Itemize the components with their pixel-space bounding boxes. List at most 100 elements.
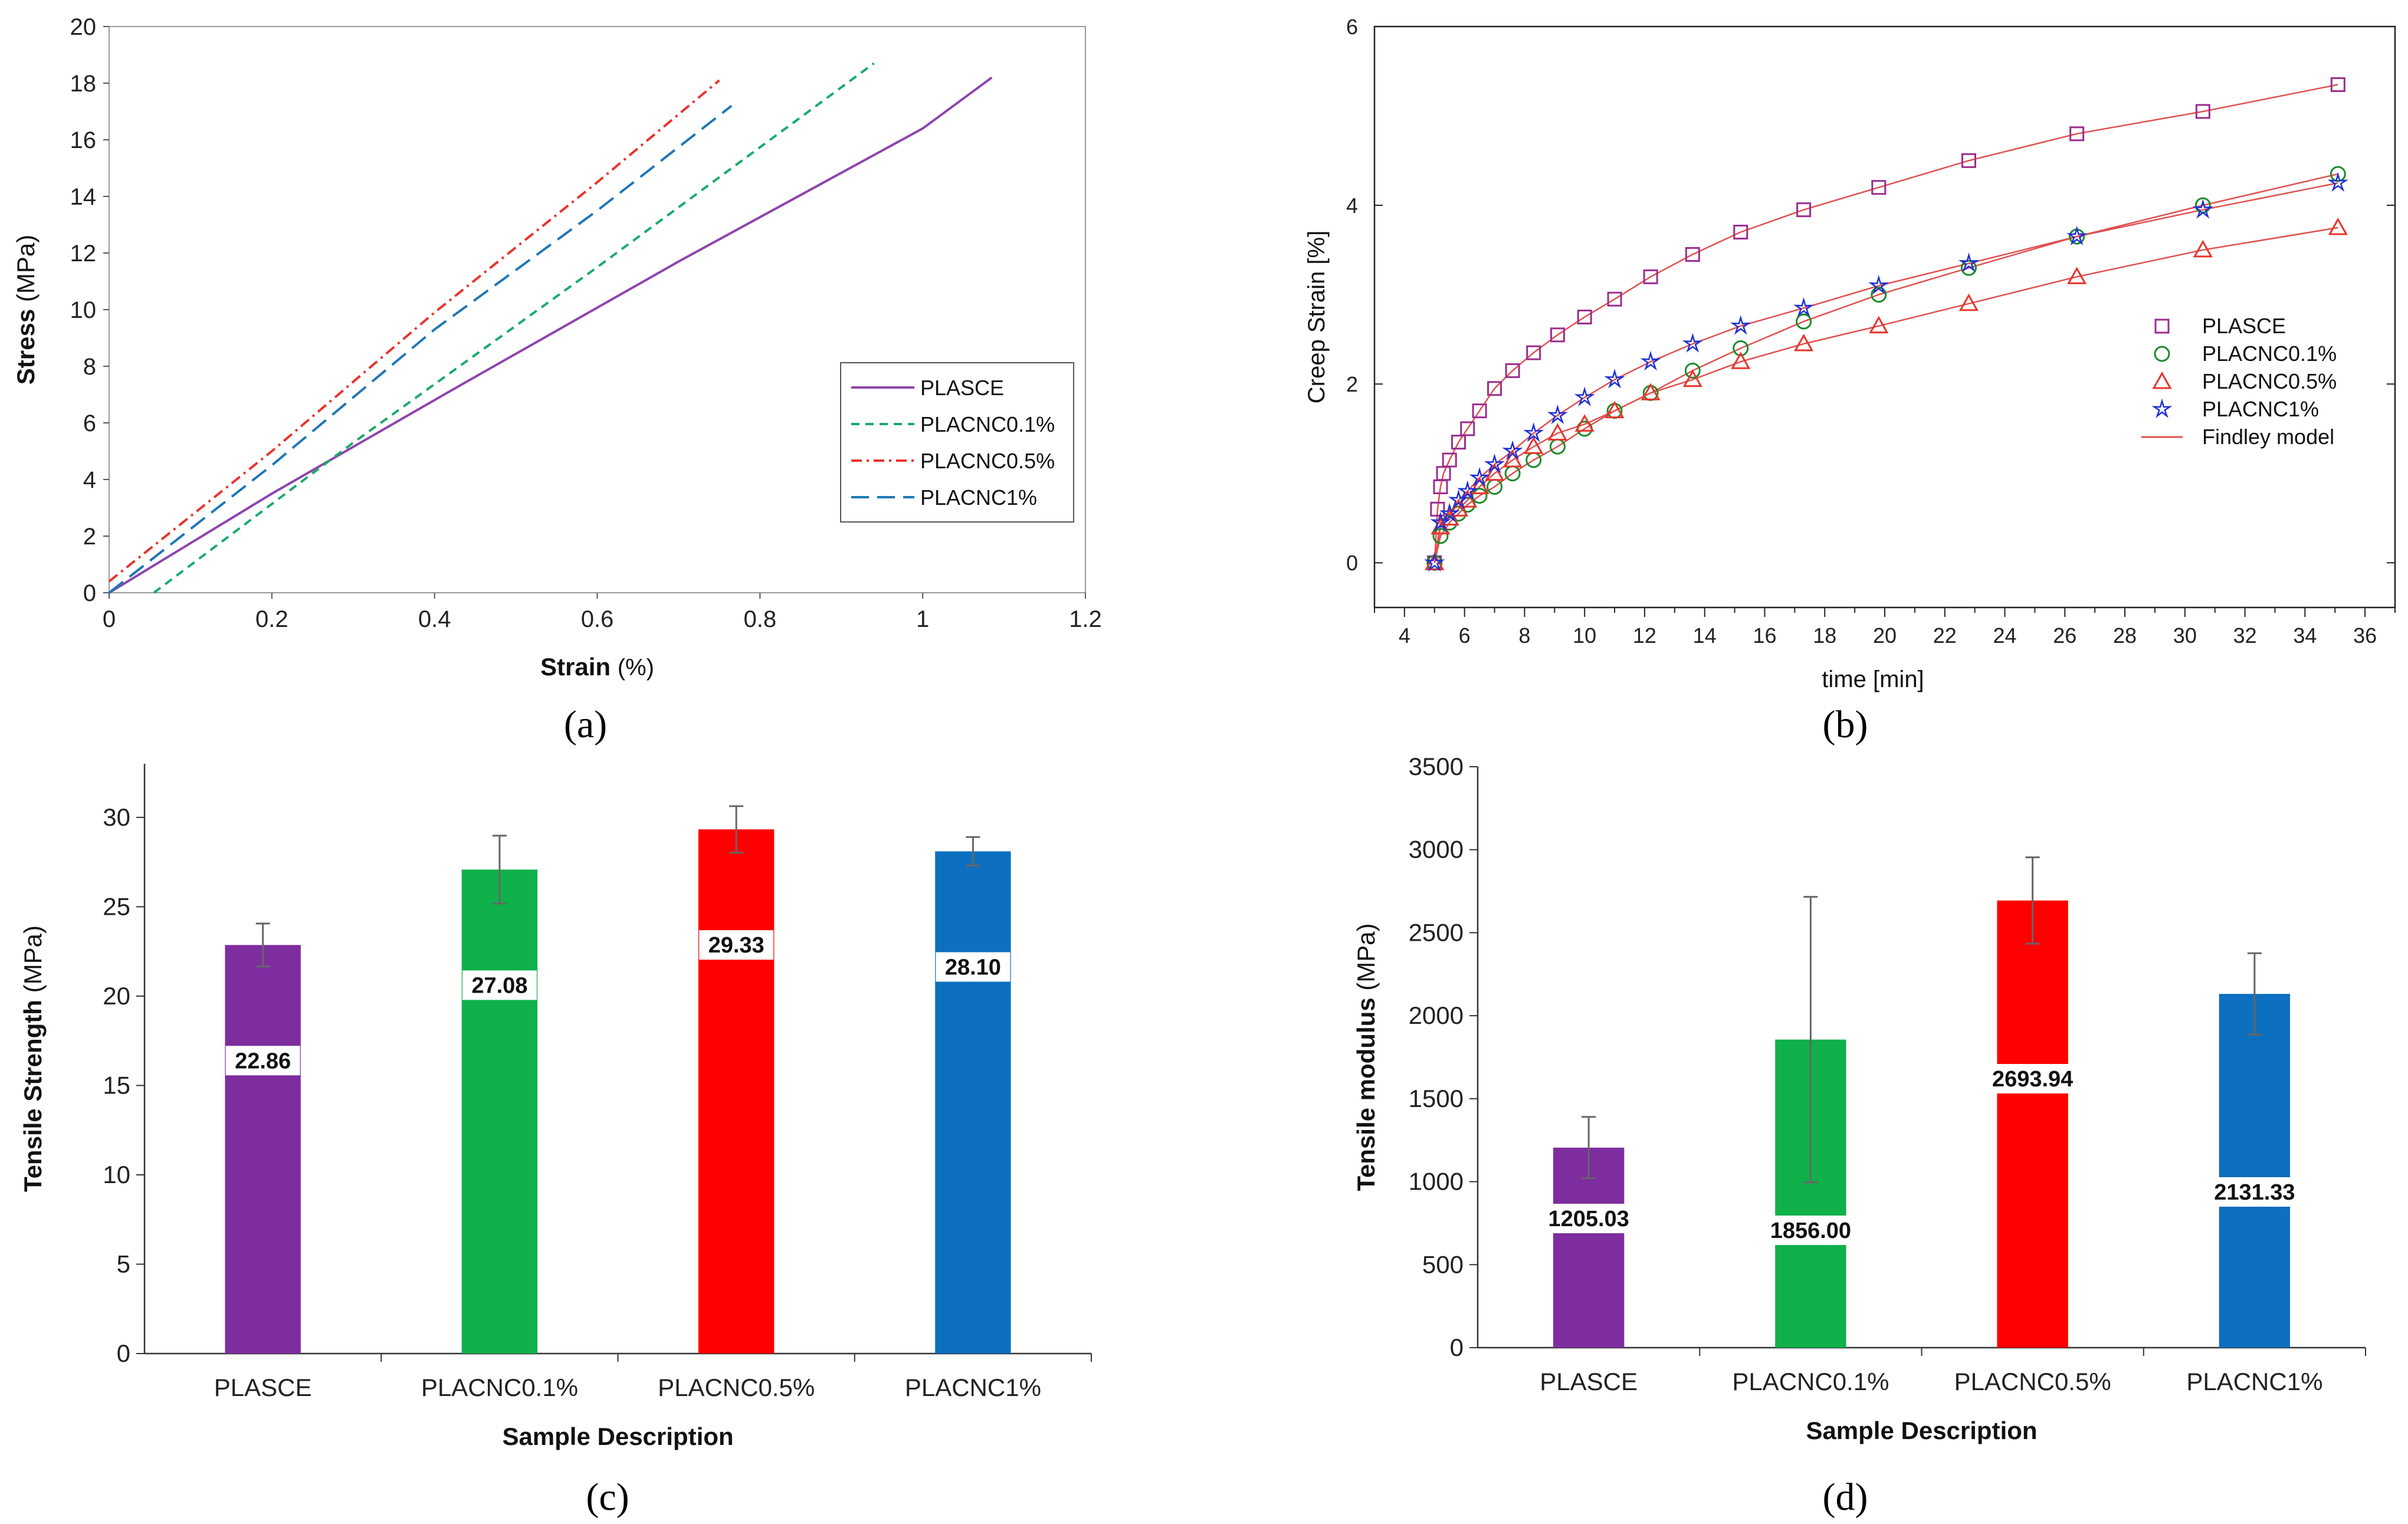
y-tick-label: 4 — [83, 467, 96, 493]
data-point-PLACNC0.5% — [2328, 217, 2348, 235]
data-point-PLACNC1% — [1958, 252, 1980, 272]
data-point-PLASCE — [2069, 126, 2085, 142]
x-tick-label: 0.8 — [744, 606, 777, 632]
data-point-PLACNC0.1% — [1960, 260, 1977, 276]
data-point-PLACNC0.5% — [1682, 369, 1702, 387]
data-point-PLASCE — [2330, 77, 2345, 92]
data-point-PLACNC0.5% — [1641, 383, 1661, 400]
data-point-PLACNC1% — [2327, 172, 2348, 192]
x-tick-label: 1.2 — [1069, 606, 1102, 632]
data-point-PLACNC0.5% — [2193, 239, 2213, 258]
legend-box-a — [840, 362, 1074, 523]
series-line-PLACNC0.5% — [108, 79, 720, 583]
data-point-PLACNC0.1% — [1796, 313, 1812, 330]
data-point-PLACNC0.5% — [1958, 293, 1979, 311]
data-point-PLACNC1% — [1457, 480, 1478, 500]
legend-label: PLASCE — [2202, 314, 2286, 338]
data-point-PLACNC0.1% — [1684, 362, 1701, 379]
y-tick-label: 12 — [70, 241, 97, 267]
x-tick-label: 0 — [103, 606, 116, 632]
y-tick-label: 0 — [83, 580, 96, 606]
data-point-PLASCE — [1733, 225, 1748, 240]
data-point-PLACNC0.1% — [1871, 287, 1887, 303]
data-point-PLACNC1% — [1730, 315, 1751, 335]
x-tick-label: 14 — [1693, 623, 1717, 648]
bar-PLACNC1% — [2219, 994, 2291, 1348]
y-axis-label: Tensile Strength (MPa) — [19, 925, 47, 1192]
data-point-PLASCE — [1871, 180, 1887, 195]
data-point-PLASCE — [1430, 501, 1445, 517]
data-label-bg — [225, 1046, 300, 1076]
y-tick-label: 6 — [83, 410, 96, 436]
x-tick-label: 4 — [1399, 623, 1410, 648]
data-point-PLACNC1% — [1868, 275, 1889, 295]
data-point-PLASCE — [1796, 202, 1812, 218]
data-point-PLASCE — [1577, 310, 1592, 324]
data-point-PLACNC1% — [1502, 440, 1523, 460]
data-point-PLACNC0.5% — [1484, 463, 1505, 481]
data-point-PLACNC1% — [1682, 333, 1703, 353]
data-point-PLACNC1% — [1484, 454, 1505, 474]
data-point-PLACNC1% — [1469, 467, 1490, 487]
panel-d-tensile-modulus: 0 500 1000 1500 2000 2500 3000 3500 1205.03 PLASC… — [1352, 753, 2366, 1519]
y-tick-label: 3500 — [1409, 753, 1464, 780]
y-tick-label: 25 — [103, 892, 130, 920]
panel-a-stress-strain: 0 2 4 6 8 10 12 14 16 18 20 0 0.2 0.4 0.6 0.8 1 1.2 Strain… — [12, 14, 1102, 746]
x-tick-label: 8 — [1518, 623, 1530, 648]
data-point-PLASCE — [1643, 269, 1658, 284]
data-point-PLACNC1% — [2066, 225, 2088, 245]
x-axis-label: Sample Description — [502, 1423, 733, 1450]
data-label-PLACNC0.5%: 2693.94 — [1992, 1067, 2073, 1092]
data-point-PLACNC0.5% — [1731, 352, 1751, 369]
y-tick-label: 10 — [70, 297, 97, 323]
legend-swatch — [2154, 346, 2170, 362]
y-tick-label: 15 — [103, 1071, 130, 1099]
data-label-bg — [936, 952, 1011, 982]
data-label-bg — [699, 930, 774, 960]
x-tick-label: 32 — [2233, 623, 2257, 648]
category-label: PLACNC1% — [2186, 1368, 2322, 1395]
bar-PLACNC1% — [935, 851, 1011, 1354]
legend-label: PLASCE — [920, 376, 1004, 400]
category-label: PLACNC1% — [905, 1374, 1041, 1401]
data-point-PLACNC0.5% — [1794, 333, 1814, 352]
x-tick-label: 30 — [2173, 623, 2197, 648]
data-point-PLACNC0.5% — [1448, 499, 1469, 517]
x-tick-label: 20 — [1873, 623, 1897, 648]
y-tick-label: 8 — [83, 354, 96, 380]
caption-a: (a) — [564, 703, 607, 746]
data-point-PLACNC1% — [1448, 489, 1469, 510]
x-tick-label: 28 — [2113, 623, 2137, 648]
bar-PLACNC0.5% — [1997, 900, 2068, 1348]
findley-fit-PLASCE — [1433, 84, 2338, 563]
y-axis-label: Stress (MPa) — [12, 235, 40, 385]
x-tick-label: 22 — [1933, 623, 1957, 648]
data-point-PLASCE — [1472, 403, 1487, 419]
series-line-PLACNC0.1% — [153, 62, 875, 594]
data-point-PLACNC0.5% — [1502, 449, 1523, 468]
x-tick-label: 0.4 — [418, 606, 451, 632]
data-label-PLACNC0.5%: 29.33 — [708, 933, 765, 958]
data-point-PLASCE — [1487, 381, 1502, 396]
data-label-bg — [1760, 1216, 1861, 1245]
x-tick-label: 36 — [2353, 623, 2377, 648]
y-tick-label: 1000 — [1409, 1168, 1464, 1195]
x-tick-label: 16 — [1753, 623, 1776, 648]
legend-label: Findley model — [2202, 425, 2334, 449]
x-tick-label: 18 — [1813, 623, 1836, 648]
data-point-PLACNC0.1% — [1733, 340, 1749, 357]
data-point-PLACNC0.5% — [1469, 477, 1490, 494]
data-point-PLACNC0.5% — [1605, 400, 1625, 419]
y-tick-label: 0 — [1346, 551, 1358, 575]
data-point-PLACNC1% — [1574, 386, 1595, 406]
legend-swatch — [2154, 318, 2170, 334]
category-label: PLACNC0.5% — [1954, 1368, 2111, 1395]
legend-swatch — [2151, 398, 2173, 418]
data-point-PLACNC0.5% — [1869, 316, 1889, 334]
bar-PLACNC0.5% — [698, 829, 775, 1354]
data-point-PLACNC1% — [1547, 404, 1568, 425]
x-axis-label: time [min] — [1822, 666, 1924, 692]
findley-fit-PLACNC0.1% — [1433, 173, 2338, 563]
data-point-PLASCE — [2195, 104, 2210, 119]
